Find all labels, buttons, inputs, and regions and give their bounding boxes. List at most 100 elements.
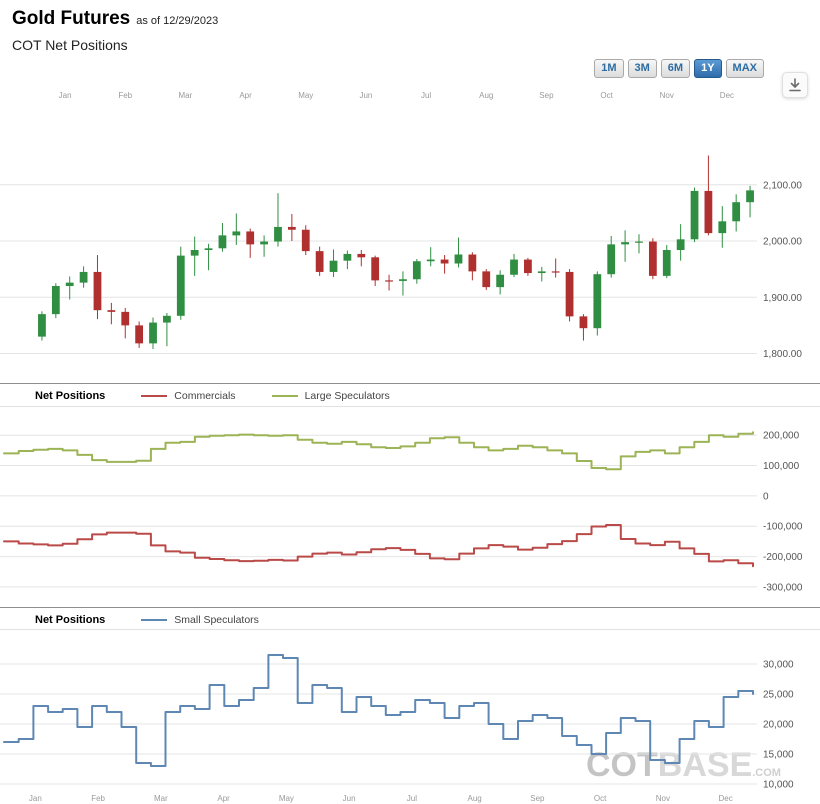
range-button-1m[interactable]: 1M (594, 59, 624, 78)
candle-body (135, 325, 144, 344)
legend-label-commercials: Commercials (174, 390, 236, 402)
series-line-small-speculators (3, 654, 754, 767)
candle-body (163, 315, 171, 323)
x-axis-tick-label: Jan (59, 91, 72, 100)
candle-body (232, 231, 241, 236)
candle-body (551, 271, 560, 273)
download-button[interactable] (782, 72, 808, 98)
range-button-6m[interactable]: 6M (660, 59, 691, 78)
candle-body (565, 271, 574, 317)
candle-body (690, 190, 699, 240)
candle-body (621, 242, 629, 245)
cot-net-positions-chart[interactable]: 200,000 100,000 0 -100,000 -200,000 -300,000 (0, 407, 820, 603)
candle-body (315, 251, 324, 272)
candle-body (121, 311, 130, 326)
candle-body (482, 271, 491, 288)
range-button-3m[interactable]: 3M (627, 59, 657, 78)
y-axis-tick-label: 2,100.00 (763, 180, 802, 191)
candle-body (662, 250, 671, 276)
candle-body (260, 241, 268, 245)
price-chart[interactable]: 2,100.00 2,000.00 1,900.00 1,800.00 Jan Feb Ma… (0, 90, 820, 382)
header-underline (0, 629, 820, 630)
candle-body (218, 235, 227, 249)
x-axis-tick-label: Apr (239, 91, 252, 100)
panel-separator (0, 383, 820, 384)
legend-item-small-speculators[interactable]: Small Speculators (141, 614, 259, 626)
x-axis-tick-label: Nov (660, 91, 674, 100)
candle-body (704, 190, 713, 234)
x-axis-tick-label: Jun (359, 91, 372, 100)
y-axis-tick-label: 15,000 (763, 750, 794, 761)
x-axis-tick-label: Oct (600, 91, 613, 100)
x-axis-tick-label: Aug (468, 794, 482, 803)
candle-body (149, 322, 157, 344)
candle-body (426, 259, 435, 262)
candle-body (524, 259, 532, 274)
panel-title: Net Positions (35, 614, 106, 626)
y-axis-tick-label: 10,000 (763, 780, 794, 791)
candle-body (607, 244, 616, 275)
small-speculators-chart[interactable]: 30,000 25,000 20,000 15,000 10,000 Jan Feb Mar A… (0, 630, 820, 804)
candle-body (371, 257, 380, 281)
legend-item-large-speculators[interactable]: Large Speculators (271, 390, 390, 402)
candle-body (510, 259, 518, 275)
x-axis-tick-label: Sep (530, 794, 545, 803)
x-axis-tick-label: May (279, 794, 294, 803)
series-line-commercials (3, 524, 754, 568)
y-axis-tick-label: 2,000.00 (763, 237, 802, 248)
legend-item-commercials[interactable]: Commercials (141, 390, 236, 402)
candle-body (399, 279, 407, 281)
candle-body (412, 261, 421, 280)
candle-body (537, 271, 546, 274)
x-axis-tick-label: Jul (407, 794, 417, 803)
x-axis-tick-label: Dec (720, 91, 734, 100)
candle-body (746, 190, 754, 203)
page-title: Gold Futures (12, 8, 131, 29)
net-positions-header-1: Net Positions Commercials Large Speculat… (35, 386, 426, 406)
header: Gold Futures as of 12/29/2023 COT Net Pos… (12, 8, 218, 53)
x-axis-tick-label: May (298, 91, 313, 100)
panel-separator (0, 607, 820, 608)
y-axis-tick-label: 1,900.00 (763, 293, 802, 304)
candle-body (51, 286, 60, 315)
y-axis-tick-label: 0 (763, 491, 769, 502)
candle-body (385, 280, 393, 282)
candle-body (635, 241, 643, 243)
header-underline (0, 406, 820, 407)
net-positions-header-2: Net Positions Small Speculators (35, 610, 295, 630)
y-axis-tick-label: 20,000 (763, 720, 794, 731)
watermark-dotcom: .COM (752, 767, 781, 779)
x-axis-tick-label: Mar (154, 794, 168, 803)
y-axis-tick-label: 30,000 (763, 660, 794, 671)
y-axis-tick-label: 1,800.00 (763, 349, 802, 360)
x-axis-tick-label: Feb (91, 794, 105, 803)
x-axis-tick-label: Dec (719, 794, 733, 803)
y-axis-tick-label: -200,000 (763, 552, 803, 563)
candle-body (190, 250, 199, 256)
candle-body (287, 226, 296, 230)
candle-body (357, 253, 366, 258)
series-line-large-speculators (3, 431, 754, 471)
candle-body (107, 310, 116, 312)
candle-body (343, 253, 352, 261)
candle-body (204, 248, 213, 250)
x-axis-tick-label: Aug (479, 91, 493, 100)
candle-body (274, 226, 282, 242)
candle-body (246, 231, 255, 245)
candle-body (676, 239, 685, 250)
download-icon (789, 78, 801, 92)
y-axis-tick-label: 25,000 (763, 690, 794, 701)
x-axis-tick-label: Mar (179, 91, 193, 100)
candle-body (718, 221, 727, 234)
legend-swatch-small-speculators (141, 619, 168, 621)
x-axis-tick-label: Jan (29, 794, 42, 803)
legend-swatch-large-speculators (271, 395, 298, 397)
x-axis-tick-label: Nov (656, 794, 670, 803)
range-button-max[interactable]: MAX (725, 59, 764, 78)
candle-body (648, 241, 657, 276)
range-toolbar: 1M 3M 6M 1Y MAX (594, 59, 764, 78)
range-button-1y[interactable]: 1Y (694, 59, 722, 78)
candle-body (65, 282, 74, 286)
x-axis-tick-label: Jul (421, 91, 431, 100)
